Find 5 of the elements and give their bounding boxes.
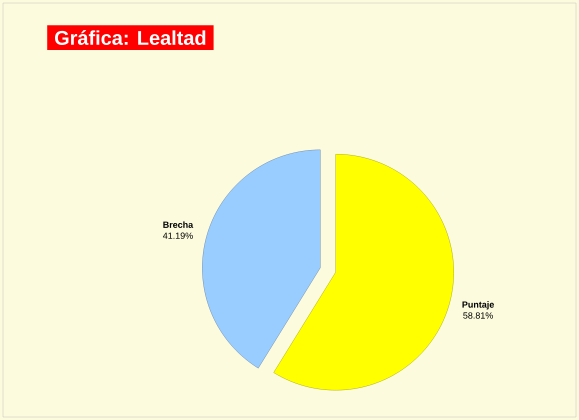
slice-label: Brecha	[163, 221, 194, 228]
slice-label: Puntaje	[462, 301, 494, 310]
data-label: 41.19%	[162, 232, 193, 239]
chart-title: Gráfica: Lealtad	[54, 30, 206, 45]
data-label: 58.81%	[463, 312, 493, 319]
